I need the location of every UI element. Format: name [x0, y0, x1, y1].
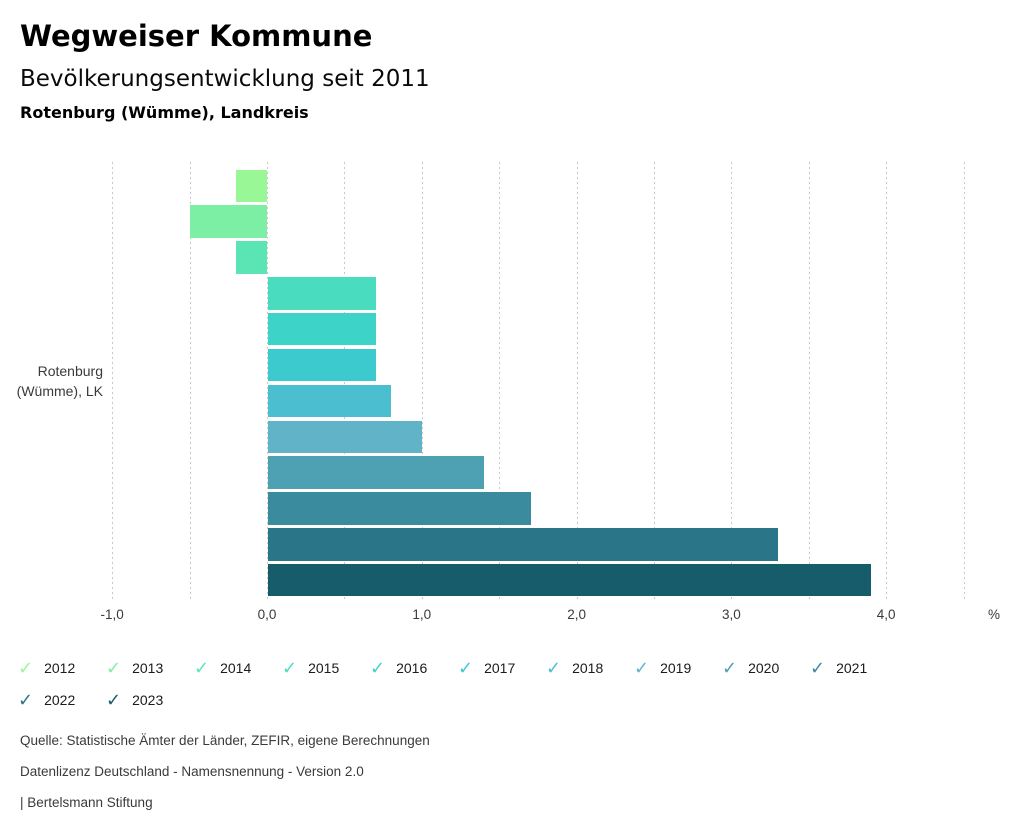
attribution-note: | Bertelsmann Stiftung: [20, 795, 153, 810]
y-axis-category-label: Rotenburg (Wümme), LK: [0, 361, 103, 401]
legend-year-label: 2022: [44, 692, 76, 708]
x-tick--1,0: -1,0: [100, 607, 124, 622]
x-tick-0,0: 0,0: [257, 607, 277, 622]
check-icon: ✓: [722, 658, 738, 679]
legend-year-label: 2019: [660, 660, 692, 676]
gridline: [576, 162, 578, 600]
check-icon: ✓: [370, 658, 386, 679]
license-note: Datenlizenz Deutschland - Namensnennung …: [20, 764, 364, 779]
gridline: [808, 162, 810, 600]
source-note: Quelle: Statistische Ämter der Länder, Z…: [20, 733, 430, 748]
gridline: [886, 162, 888, 600]
check-icon: ✓: [546, 658, 562, 679]
legend-item-2023[interactable]: ✓ 2023: [106, 691, 194, 710]
gridline: [654, 162, 655, 600]
check-icon: ✓: [810, 658, 826, 679]
legend-item-2020[interactable]: ✓ 2020: [722, 659, 810, 678]
legend-item-2015[interactable]: ✓ 2015: [282, 659, 370, 678]
bar-2015[interactable]: [267, 277, 376, 310]
region-subtitle: Rotenburg (Wümme), Landkreis: [20, 103, 309, 122]
legend-year-label: 2018: [572, 660, 604, 676]
check-icon: ✓: [634, 658, 650, 679]
legend-year-label: 2017: [484, 660, 516, 676]
legend-item-2019[interactable]: ✓ 2019: [634, 659, 722, 678]
legend-item-2012[interactable]: ✓ 2012: [18, 659, 106, 678]
gridline: [421, 162, 423, 600]
footer: Quelle: Statistische Ämter der Länder, Z…: [20, 732, 430, 825]
legend-year-label: 2023: [132, 692, 164, 708]
legend-year-label: 2014: [220, 660, 252, 676]
check-icon: ✓: [106, 690, 122, 711]
chart-title: Bevölkerungsentwicklung seit 2011: [20, 66, 430, 92]
legend: ✓ 2012 ✓ 2013 ✓ 2014 ✓ 2015 ✓ 2016 ✓ 2017 ✓ 2018 ✓ 2019…: [18, 659, 902, 710]
bar-2012[interactable]: [236, 169, 267, 202]
gridline: [189, 162, 191, 600]
check-icon: ✓: [18, 658, 34, 679]
bar-2019[interactable]: [267, 420, 423, 453]
check-icon: ✓: [458, 658, 474, 679]
x-tick-4,0: 4,0: [876, 607, 896, 622]
bar-2016[interactable]: [267, 312, 376, 346]
check-icon: ✓: [282, 658, 298, 679]
legend-year-label: 2016: [396, 660, 428, 676]
bar-2021[interactable]: [267, 492, 531, 525]
legend-year-label: 2021: [836, 660, 868, 676]
legend-item-2018[interactable]: ✓ 2018: [546, 659, 634, 678]
check-icon: ✓: [18, 690, 34, 711]
bar-2018[interactable]: [267, 384, 392, 418]
y-axis-category-label-line1: Rotenburg: [37, 363, 103, 379]
x-tick-2,0: 2,0: [567, 607, 586, 622]
x-axis-unit-label: %: [987, 607, 1001, 622]
y-axis-category-label-line2: (Wümme), LK: [16, 383, 103, 399]
bar-2023[interactable]: [267, 563, 872, 597]
legend-item-2014[interactable]: ✓ 2014: [194, 659, 282, 678]
legend-item-2016[interactable]: ✓ 2016: [370, 659, 458, 678]
check-icon: ✓: [194, 658, 210, 679]
legend-year-label: 2012: [44, 660, 76, 676]
bar-2014[interactable]: [236, 241, 267, 274]
bar-2017[interactable]: [267, 348, 376, 382]
legend-item-2022[interactable]: ✓ 2022: [18, 691, 106, 710]
bar-2020[interactable]: [267, 456, 485, 489]
gridline: [731, 162, 733, 600]
gridline: [499, 162, 501, 600]
bar-2022[interactable]: [267, 528, 779, 561]
legend-year-label: 2013: [132, 660, 164, 676]
x-tick-3,0: 3,0: [722, 607, 741, 622]
gridline: [112, 162, 114, 600]
legend-item-2021[interactable]: ✓ 2021: [810, 659, 898, 678]
bar-2013[interactable]: [189, 205, 267, 238]
gridline: [963, 162, 965, 600]
check-icon: ✓: [106, 658, 122, 679]
x-tick-1,0: 1,0: [412, 607, 432, 622]
legend-item-2017[interactable]: ✓ 2017: [458, 659, 546, 678]
legend-year-label: 2015: [308, 660, 340, 676]
legend-year-label: 2020: [748, 660, 780, 676]
legend-item-2013[interactable]: ✓ 2013: [106, 659, 194, 678]
app-title: Wegweiser Kommune: [20, 19, 373, 53]
